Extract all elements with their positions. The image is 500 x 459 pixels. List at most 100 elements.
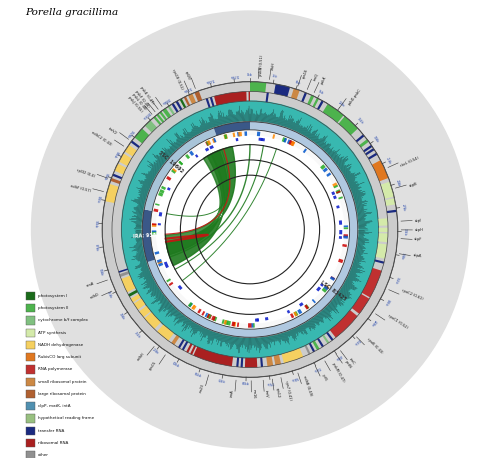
Text: trnQ: trnQ [312,73,319,82]
Wedge shape [214,91,246,106]
Wedge shape [326,332,334,341]
Wedge shape [305,304,310,309]
Text: ndhB (0.49): ndhB (0.49) [302,375,312,397]
Text: 39kb: 39kb [383,298,390,306]
Circle shape [122,101,378,358]
Wedge shape [164,262,168,266]
Wedge shape [287,139,292,145]
Text: 42kb: 42kb [370,319,378,327]
Wedge shape [171,169,176,174]
Wedge shape [202,311,205,316]
Wedge shape [376,243,387,259]
Wedge shape [307,95,314,105]
Text: 84kb: 84kb [98,268,104,276]
Wedge shape [172,168,177,172]
Text: 78kb: 78kb [118,312,126,320]
Circle shape [142,122,358,337]
Wedge shape [134,298,145,310]
Wedge shape [188,302,193,307]
Wedge shape [198,308,202,313]
Wedge shape [192,305,195,309]
Wedge shape [257,132,260,136]
Text: rps18 (0.51): rps18 (0.51) [170,68,183,90]
Wedge shape [317,101,324,110]
Text: ndhH: ndhH [136,352,145,362]
Text: 102kb: 102kb [124,128,134,138]
Wedge shape [178,161,183,166]
Circle shape [122,101,378,358]
Wedge shape [322,104,344,123]
Wedge shape [224,320,228,325]
Wedge shape [260,358,263,367]
Wedge shape [190,345,196,355]
Wedge shape [124,145,137,157]
Wedge shape [294,312,298,317]
Wedge shape [274,84,290,97]
Wedge shape [180,99,186,108]
Wedge shape [365,148,374,155]
Text: psbJ (0.55): psbJ (0.55) [128,95,144,113]
Wedge shape [368,153,378,160]
Wedge shape [178,285,182,290]
Bar [26,329,35,337]
Text: 6kb: 6kb [295,80,302,85]
Text: 45kb: 45kb [353,337,362,345]
Text: transfer RNA: transfer RNA [38,429,64,433]
Text: RubisCO larg subunit: RubisCO larg subunit [38,355,82,359]
Wedge shape [317,338,324,347]
Text: 18kb: 18kb [372,135,380,144]
Wedge shape [176,101,182,110]
Text: psbA (0.51): psbA (0.51) [259,55,264,76]
Text: clpP, matK, intA: clpP, matK, intA [38,404,71,408]
Text: rpl32 (0.4): rpl32 (0.4) [76,168,95,179]
Wedge shape [301,92,307,102]
Text: petN: petN [344,360,352,369]
Wedge shape [145,120,157,133]
Wedge shape [320,283,324,287]
Wedge shape [248,323,252,328]
Text: ATP synthesis: ATP synthesis [38,330,66,335]
Wedge shape [245,358,258,368]
Wedge shape [158,262,163,267]
Bar [26,304,35,312]
Wedge shape [152,223,156,225]
Wedge shape [286,310,290,313]
Text: trnA: trnA [230,389,235,397]
Text: 99kb: 99kb [112,149,119,157]
Bar [26,439,35,447]
Text: 108kb: 108kb [160,96,170,104]
Text: ndhC2 (0.43): ndhC2 (0.43) [91,131,112,147]
Text: 0kb: 0kb [247,73,253,77]
Wedge shape [185,154,190,159]
Wedge shape [380,182,394,199]
Text: atpA: atpA [412,253,422,258]
Wedge shape [312,341,320,350]
Wedge shape [130,294,141,302]
Text: 90kb: 90kb [94,219,98,227]
Text: rps16: rps16 [302,68,309,79]
Wedge shape [304,304,309,309]
Wedge shape [362,268,382,297]
Bar [26,365,35,374]
Wedge shape [206,313,210,319]
Text: atpF: atpF [414,237,423,242]
Circle shape [32,11,469,448]
Wedge shape [290,140,295,146]
Wedge shape [236,138,238,141]
Text: rpoC2 (0.61): rpoC2 (0.61) [401,289,423,302]
Wedge shape [157,259,162,263]
Wedge shape [342,244,347,247]
Wedge shape [156,114,164,123]
Wedge shape [158,212,162,217]
Wedge shape [226,320,231,325]
Wedge shape [244,131,247,136]
Bar [26,341,35,349]
Text: atpI: atpI [414,218,422,223]
Text: 105kb: 105kb [141,111,150,120]
Text: 12kb: 12kb [338,101,345,109]
Wedge shape [336,189,341,194]
Wedge shape [224,320,227,325]
Wedge shape [232,322,235,326]
Wedge shape [251,323,254,328]
Wedge shape [250,82,266,92]
